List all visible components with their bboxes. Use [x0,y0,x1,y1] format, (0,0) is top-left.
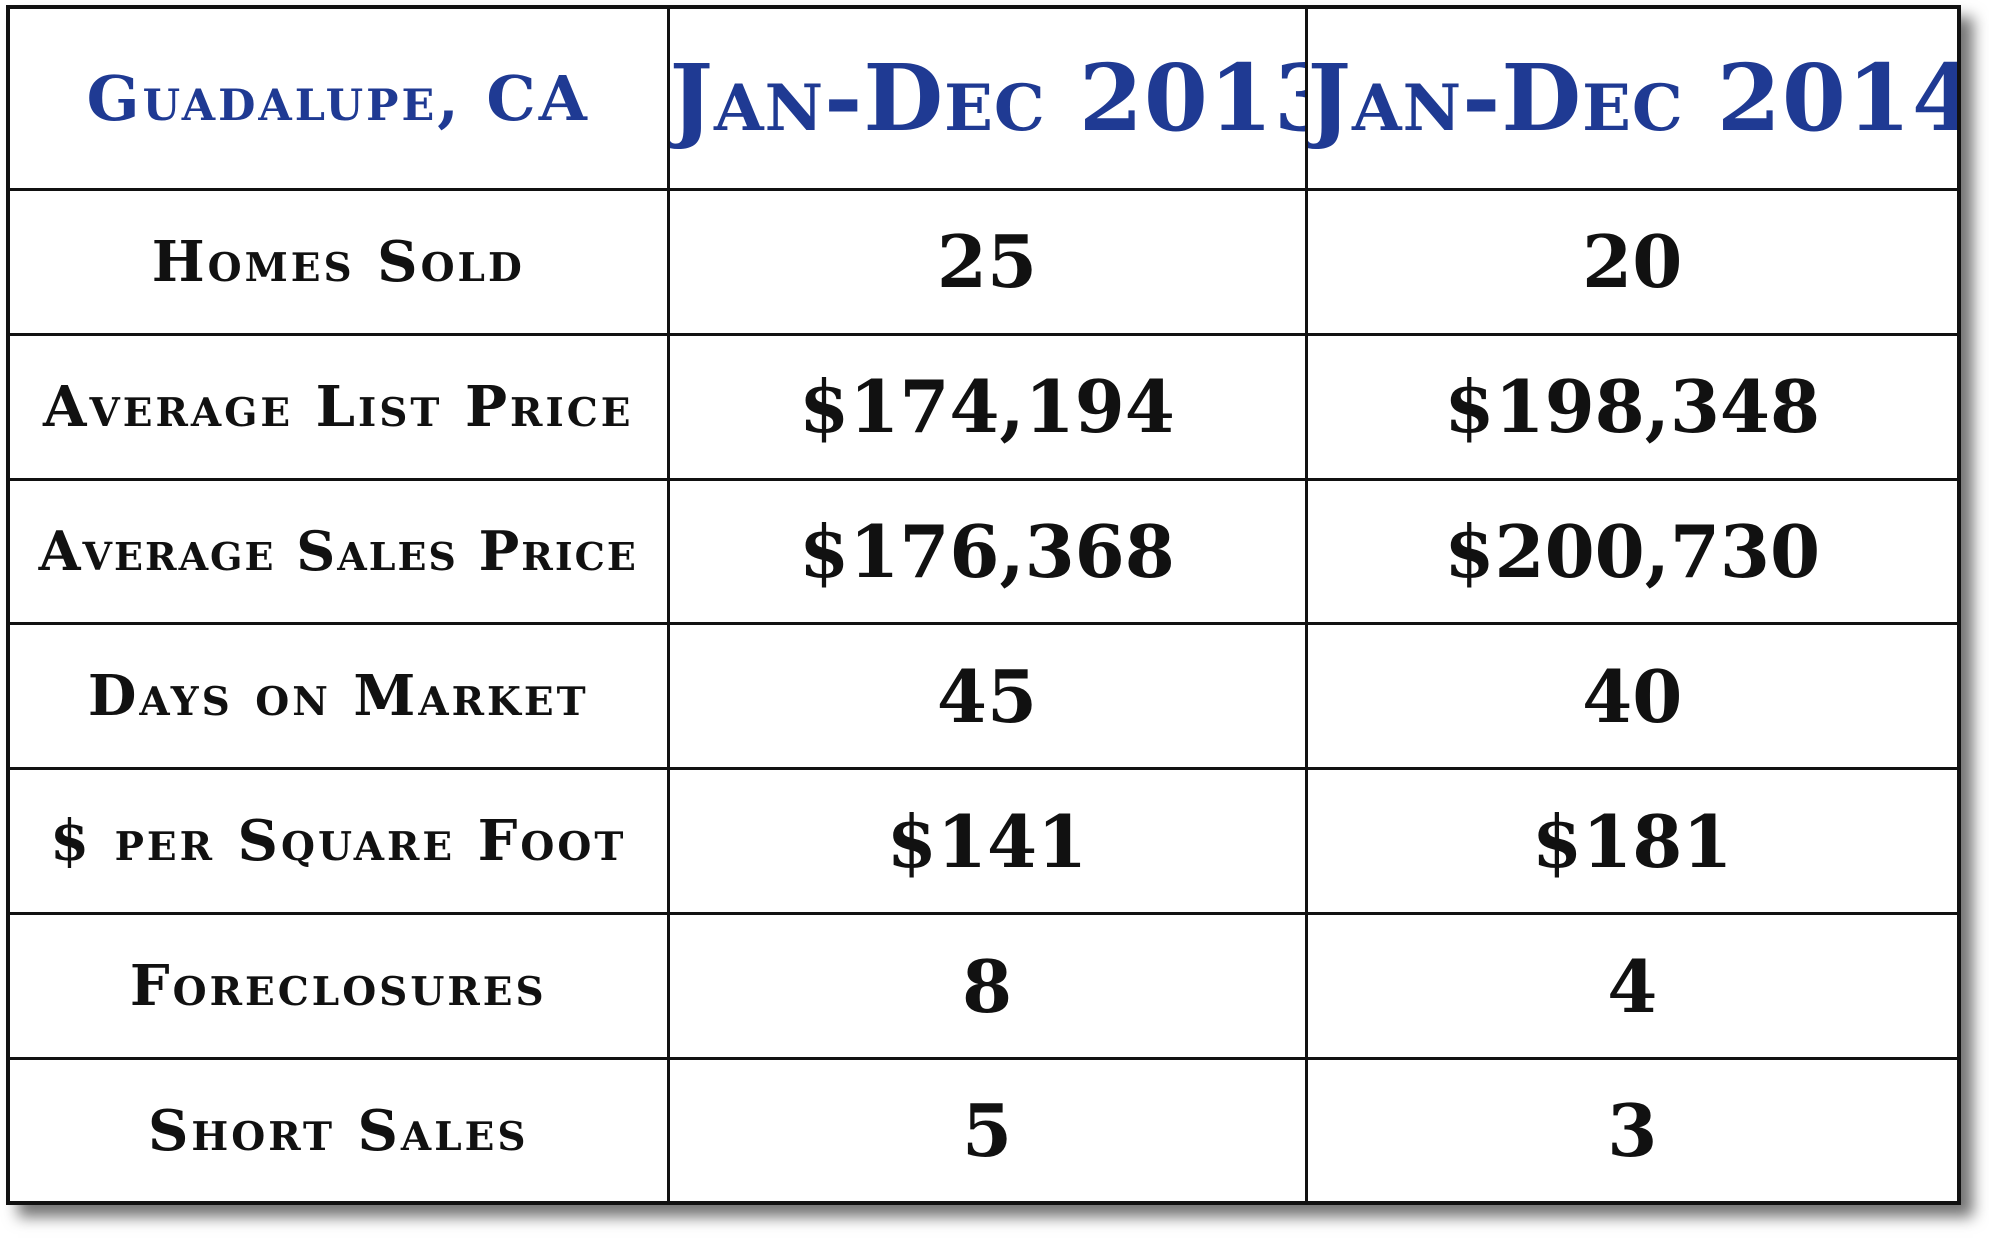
row-label-foreclosures: Foreclosures [10,912,670,1061]
year-2013-header: Jan-Dec 2013 [666,9,1308,191]
value-2013-price-per-square-foot: $141 [666,767,1308,916]
value-2013-days-on-market: 45 [666,622,1308,771]
value-2014-average-sales-price: $200,730 [1304,477,1957,626]
row-label-average-sales-price: Average Sales Price [10,477,670,626]
region-header: Guadalupe, CA [10,9,670,191]
market-stats-table: Guadalupe, CA Jan-Dec 2013 Jan-Dec 2014 … [10,9,1957,1201]
table-row: $ per Square Foot $141 $181 [10,767,1957,916]
row-label-short-sales: Short Sales [10,1057,670,1201]
row-label-days-on-market: Days on Market [10,622,670,771]
value-2013-average-sales-price: $176,368 [666,477,1308,626]
value-2013-short-sales: 5 [666,1057,1308,1201]
row-label-homes-sold: Homes Sold [10,187,670,336]
table-row: Days on Market 45 40 [10,622,1957,771]
value-2014-days-on-market: 40 [1304,622,1957,771]
table-row: Foreclosures 8 4 [10,912,1957,1061]
year-2014-header: Jan-Dec 2014 [1304,9,1957,191]
value-2014-average-list-price: $198,348 [1304,332,1957,481]
row-label-average-list-price: Average List Price [10,332,670,481]
table-row: Short Sales 5 3 [10,1057,1957,1201]
market-stats-table-container: Guadalupe, CA Jan-Dec 2013 Jan-Dec 2014 … [6,5,1961,1205]
value-2014-short-sales: 3 [1304,1057,1957,1201]
value-2013-foreclosures: 8 [666,912,1308,1061]
table-row: Homes Sold 25 20 [10,187,1957,336]
value-2014-price-per-square-foot: $181 [1304,767,1957,916]
value-2013-homes-sold: 25 [666,187,1308,336]
value-2014-homes-sold: 20 [1304,187,1957,336]
value-2014-foreclosures: 4 [1304,912,1957,1061]
table-row: Average List Price $174,194 $198,348 [10,332,1957,481]
value-2013-average-list-price: $174,194 [666,332,1308,481]
table-row: Average Sales Price $176,368 $200,730 [10,477,1957,626]
row-label-price-per-square-foot: $ per Square Foot [10,767,670,916]
header-row: Guadalupe, CA Jan-Dec 2013 Jan-Dec 2014 [10,9,1957,191]
